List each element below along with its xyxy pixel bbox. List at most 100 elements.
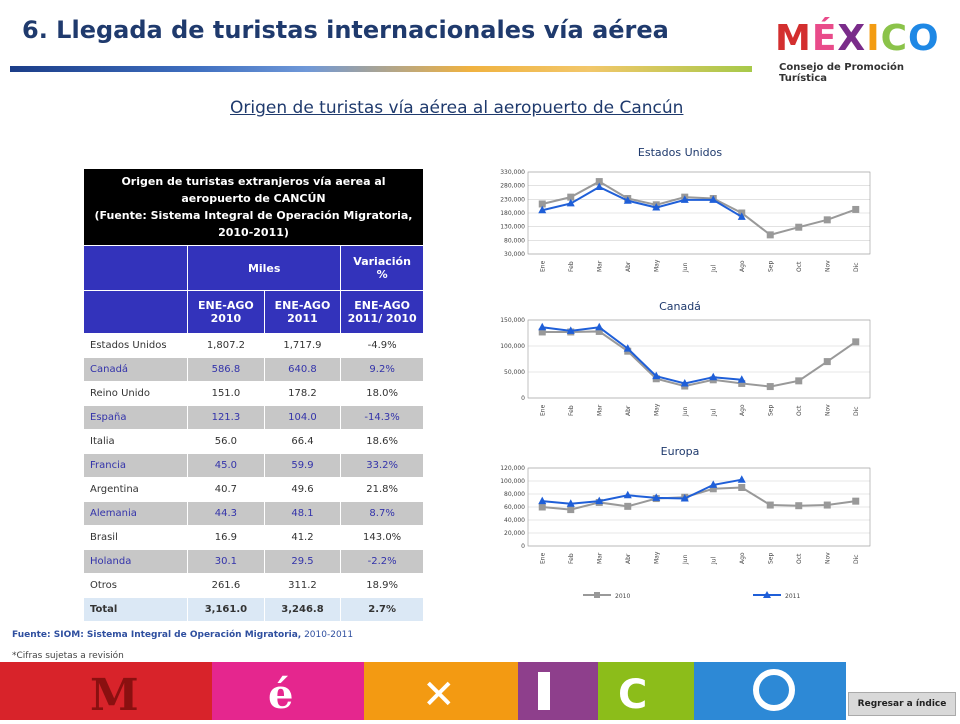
x-tick-label: Sep [767,261,774,273]
source-footnote: Fuente: SIOM: Sistema Integral de Operac… [12,630,353,640]
table-header-variacion: Variación % [341,246,424,291]
x-tick-label: Jun [682,406,689,417]
footer-block-green: C [598,662,694,720]
y-tick-label: 80,000 [504,491,525,498]
table-cell-country: Reino Unido [84,382,188,406]
x-tick-label: Jun [682,262,689,273]
mexico-logo: MÉXICO Consejo de Promoción Turística [775,18,950,78]
data-point-2010 [852,206,859,213]
table-row-total: Total 3,161.0 3,246.8 2.7% [84,598,424,622]
chart-title-usa: Estados Unidos [600,146,760,159]
data-point-2010 [824,358,831,365]
table-cell-var: 33.2% [341,454,424,478]
y-tick-label: 120,000 [500,465,525,472]
table-cell-v2010: 121.3 [188,406,265,430]
section-subtitle: Origen de turistas vía aérea al aeropuer… [230,98,683,118]
y-tick-label: 100,000 [500,478,525,485]
table-row: Alemania 44.3 48.1 8.7% [84,502,424,526]
table-cell-country: Alemania [84,502,188,526]
y-tick-label: 20,000 [504,530,525,537]
y-tick-label: 40,000 [504,517,525,524]
x-tick-label: Nov [824,260,831,272]
table-cell-var: -4.9% [341,334,424,358]
legend-label: 2011 [785,593,800,600]
table-cell-country: Argentina [84,478,188,502]
x-tick-label: Jul [710,408,717,417]
table-cell-v2010: 151.0 [188,382,265,406]
table-cell-v2011: 640.8 [264,358,341,382]
table-cell-v2010: 30.1 [188,550,265,574]
logo-subtitle: Consejo de Promoción Turística [779,62,950,84]
table-cell-v2011: 48.1 [264,502,341,526]
table-cell-v2011: 1,717.9 [264,334,341,358]
mexico-m-glyph-icon: M [0,662,212,720]
x-tick-label: Jul [710,556,717,565]
table-cell-country: Holanda [84,550,188,574]
back-to-index-button[interactable]: Regresar a índice [848,692,956,716]
table-row: Argentina 40.7 49.6 21.8% [84,478,424,502]
x-tick-label: Nov [824,552,831,564]
data-point-2010 [824,216,831,223]
data-point-2010 [795,377,802,384]
table-cell-var: 18.6% [341,430,424,454]
table-cell-var: 8.7% [341,502,424,526]
x-tick-label: Oct [796,261,803,272]
x-tick-label: Oct [796,405,803,416]
table-row: Holanda 30.1 29.5 -2.2% [84,550,424,574]
series-line-2010 [542,331,856,386]
table-row: Brasil 16.9 41.2 143.0% [84,526,424,550]
table-cell-country: España [84,406,188,430]
table-row: Francia 45.0 59.9 33.2% [84,454,424,478]
table-cell-var: 9.2% [341,358,424,382]
x-tick-label: Sep [767,405,774,417]
table-source-text: (Fuente: Sistema Integral de Operación M… [90,207,417,241]
mexico-e-glyph-icon: é [212,662,364,720]
y-tick-label: 30,000 [504,251,525,258]
series-line-2011 [542,327,742,383]
table-cell-v2011: 104.0 [264,406,341,430]
table-cell-v2011: 59.9 [264,454,341,478]
y-tick-label: 330,000 [500,169,525,176]
x-tick-label: Feb [568,405,575,416]
mexico-o-glyph-icon [694,662,846,720]
x-tick-label: Oct [796,553,803,564]
table-cell-country: Otros [84,574,188,598]
x-tick-label: Ago [739,552,746,564]
source-footnote-bold: Fuente: SIOM: Sistema Integral de Operac… [12,630,301,640]
table-row: Estados Unidos 1,807.2 1,717.9 -4.9% [84,334,424,358]
chart-title-europa: Europa [600,445,760,458]
x-tick-label: Feb [568,553,575,564]
table-cell-v2010: 40.7 [188,478,265,502]
table-header-col1: ENE-AGO 2010 [188,291,265,334]
table-cell-v2011: 178.2 [264,382,341,406]
table-cell-v2010: 1,807.2 [188,334,265,358]
table-cell-var: 18.0% [341,382,424,406]
x-tick-label: Dic [853,554,860,564]
logo-wordmark: MÉXICO [775,18,940,59]
table-row: Italia 56.0 66.4 18.6% [84,430,424,454]
data-point-2010 [852,498,859,505]
chart-legend: 2010 2011 [575,588,835,602]
x-tick-label: May [653,259,660,272]
x-tick-label: Feb [568,261,575,272]
total-var: 2.7% [341,598,424,622]
table-header-col3: ENE-AGO 2011/ 2010 [341,291,424,334]
x-tick-label: Mar [596,260,603,272]
table-cell-v2010: 586.8 [188,358,265,382]
x-tick-label: Jun [682,554,689,565]
x-tick-label: Dic [853,406,860,416]
revision-footnote: *Cifras sujetas a revisión [12,651,124,661]
y-tick-label: 80,000 [504,237,525,244]
data-point-2010 [767,231,774,238]
table-cell-v2010: 261.6 [188,574,265,598]
table-cell-var: 143.0% [341,526,424,550]
chart-canada: 150,000100,00050,0000Ene Feb Mar Abr May Jun J… [470,314,880,434]
data-point-2010 [767,383,774,390]
data-point-2010 [852,338,859,345]
svg-text:M: M [90,670,139,720]
table-cell-v2010: 45.0 [188,454,265,478]
x-tick-label: May [653,551,660,564]
x-tick-label: Abr [625,405,632,416]
mexico-x-glyph-icon: ✕ [364,662,518,720]
x-tick-label: Abr [625,261,632,272]
